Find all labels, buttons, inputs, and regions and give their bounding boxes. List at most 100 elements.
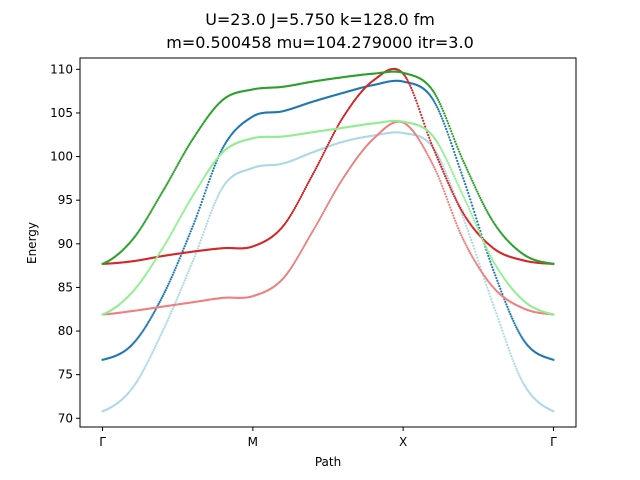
- data-point: [515, 367, 518, 370]
- data-point: [498, 285, 501, 288]
- data-point: [447, 177, 450, 180]
- data-point: [431, 97, 434, 100]
- data-point: [192, 193, 195, 196]
- data-point: [215, 197, 218, 200]
- data-point: [170, 275, 173, 279]
- data-point: [303, 243, 307, 246]
- data-point: [442, 151, 445, 154]
- data-point: [339, 180, 343, 183]
- data-point: [441, 107, 444, 110]
- band-series-3: [101, 120, 555, 316]
- data-point: [200, 180, 203, 183]
- data-point: [478, 194, 481, 198]
- data-point: [182, 281, 185, 285]
- x-tick-label: X: [399, 435, 407, 449]
- data-point: [158, 251, 161, 255]
- data-point: [138, 375, 141, 379]
- data-point: [464, 198, 467, 202]
- data-point: [144, 365, 147, 368]
- data-point: [471, 179, 474, 182]
- data-point: [197, 244, 200, 247]
- data-point: [143, 366, 146, 370]
- data-point: [489, 216, 492, 219]
- data-point: [475, 253, 478, 256]
- data-point: [441, 167, 444, 171]
- data-point: [162, 327, 165, 331]
- data-point: [164, 323, 167, 326]
- data-point: [415, 99, 418, 102]
- data-point: [508, 310, 511, 313]
- data-point: [149, 211, 152, 214]
- data-point: [467, 192, 470, 195]
- data-point: [291, 264, 295, 267]
- data-point: [461, 213, 464, 217]
- data-point: [211, 169, 214, 172]
- data-point: [298, 197, 302, 200]
- data-point: [474, 260, 477, 263]
- data-point: [175, 222, 178, 225]
- data-point: [464, 164, 467, 167]
- data-point: [510, 354, 513, 358]
- data-point: [193, 220, 196, 223]
- data-point: [442, 170, 445, 173]
- data-point: [451, 170, 454, 173]
- y-tick-label: 70: [58, 411, 73, 425]
- data-point: [466, 168, 469, 171]
- data-point: [505, 303, 508, 306]
- data-point: [417, 137, 420, 140]
- data-point: [449, 166, 452, 169]
- data-point: [480, 198, 483, 202]
- data-point: [461, 157, 464, 160]
- data-point: [484, 280, 487, 283]
- data-point: [448, 164, 451, 167]
- data-point: [189, 230, 192, 233]
- data-point: [473, 184, 476, 187]
- y-tick-label: 105: [50, 106, 73, 120]
- data-point: [207, 180, 210, 183]
- data-point: [293, 206, 297, 210]
- data-point: [493, 271, 496, 274]
- data-point: [178, 217, 181, 220]
- data-point: [155, 256, 158, 259]
- data-point: [457, 162, 460, 165]
- data-point: [439, 163, 442, 166]
- data-point: [438, 177, 441, 180]
- data-point: [338, 121, 342, 124]
- data-point: [332, 131, 336, 135]
- data-point: [470, 177, 473, 180]
- data-point: [552, 358, 555, 361]
- x-tick-label: Γ: [550, 435, 557, 449]
- data-point: [445, 157, 448, 160]
- data-point: [183, 279, 186, 282]
- data-point: [189, 264, 192, 268]
- data-point: [200, 200, 203, 204]
- data-point: [155, 342, 158, 345]
- data-point: [196, 186, 199, 189]
- data-point: [321, 212, 325, 215]
- data-point: [170, 231, 173, 234]
- data-point: [427, 154, 430, 157]
- data-point: [450, 209, 453, 212]
- data-point: [174, 266, 177, 269]
- data-point: [446, 198, 449, 201]
- data-point: [489, 295, 492, 298]
- data-point: [176, 262, 179, 265]
- data-point: [154, 202, 157, 205]
- y-tick-label: 95: [58, 193, 73, 207]
- data-point: [308, 178, 312, 181]
- data-point: [458, 205, 461, 208]
- data-point: [174, 224, 177, 227]
- data-point: [509, 313, 512, 316]
- data-point: [310, 231, 314, 234]
- data-point: [318, 159, 322, 162]
- data-point: [457, 183, 460, 187]
- data-point: [463, 196, 466, 200]
- data-point: [436, 172, 439, 175]
- data-point: [204, 173, 207, 176]
- data-point: [166, 238, 169, 241]
- data-point: [315, 222, 319, 225]
- data-point: [335, 186, 339, 190]
- data-point: [210, 172, 213, 175]
- data-point: [163, 186, 166, 190]
- data-point: [147, 214, 150, 217]
